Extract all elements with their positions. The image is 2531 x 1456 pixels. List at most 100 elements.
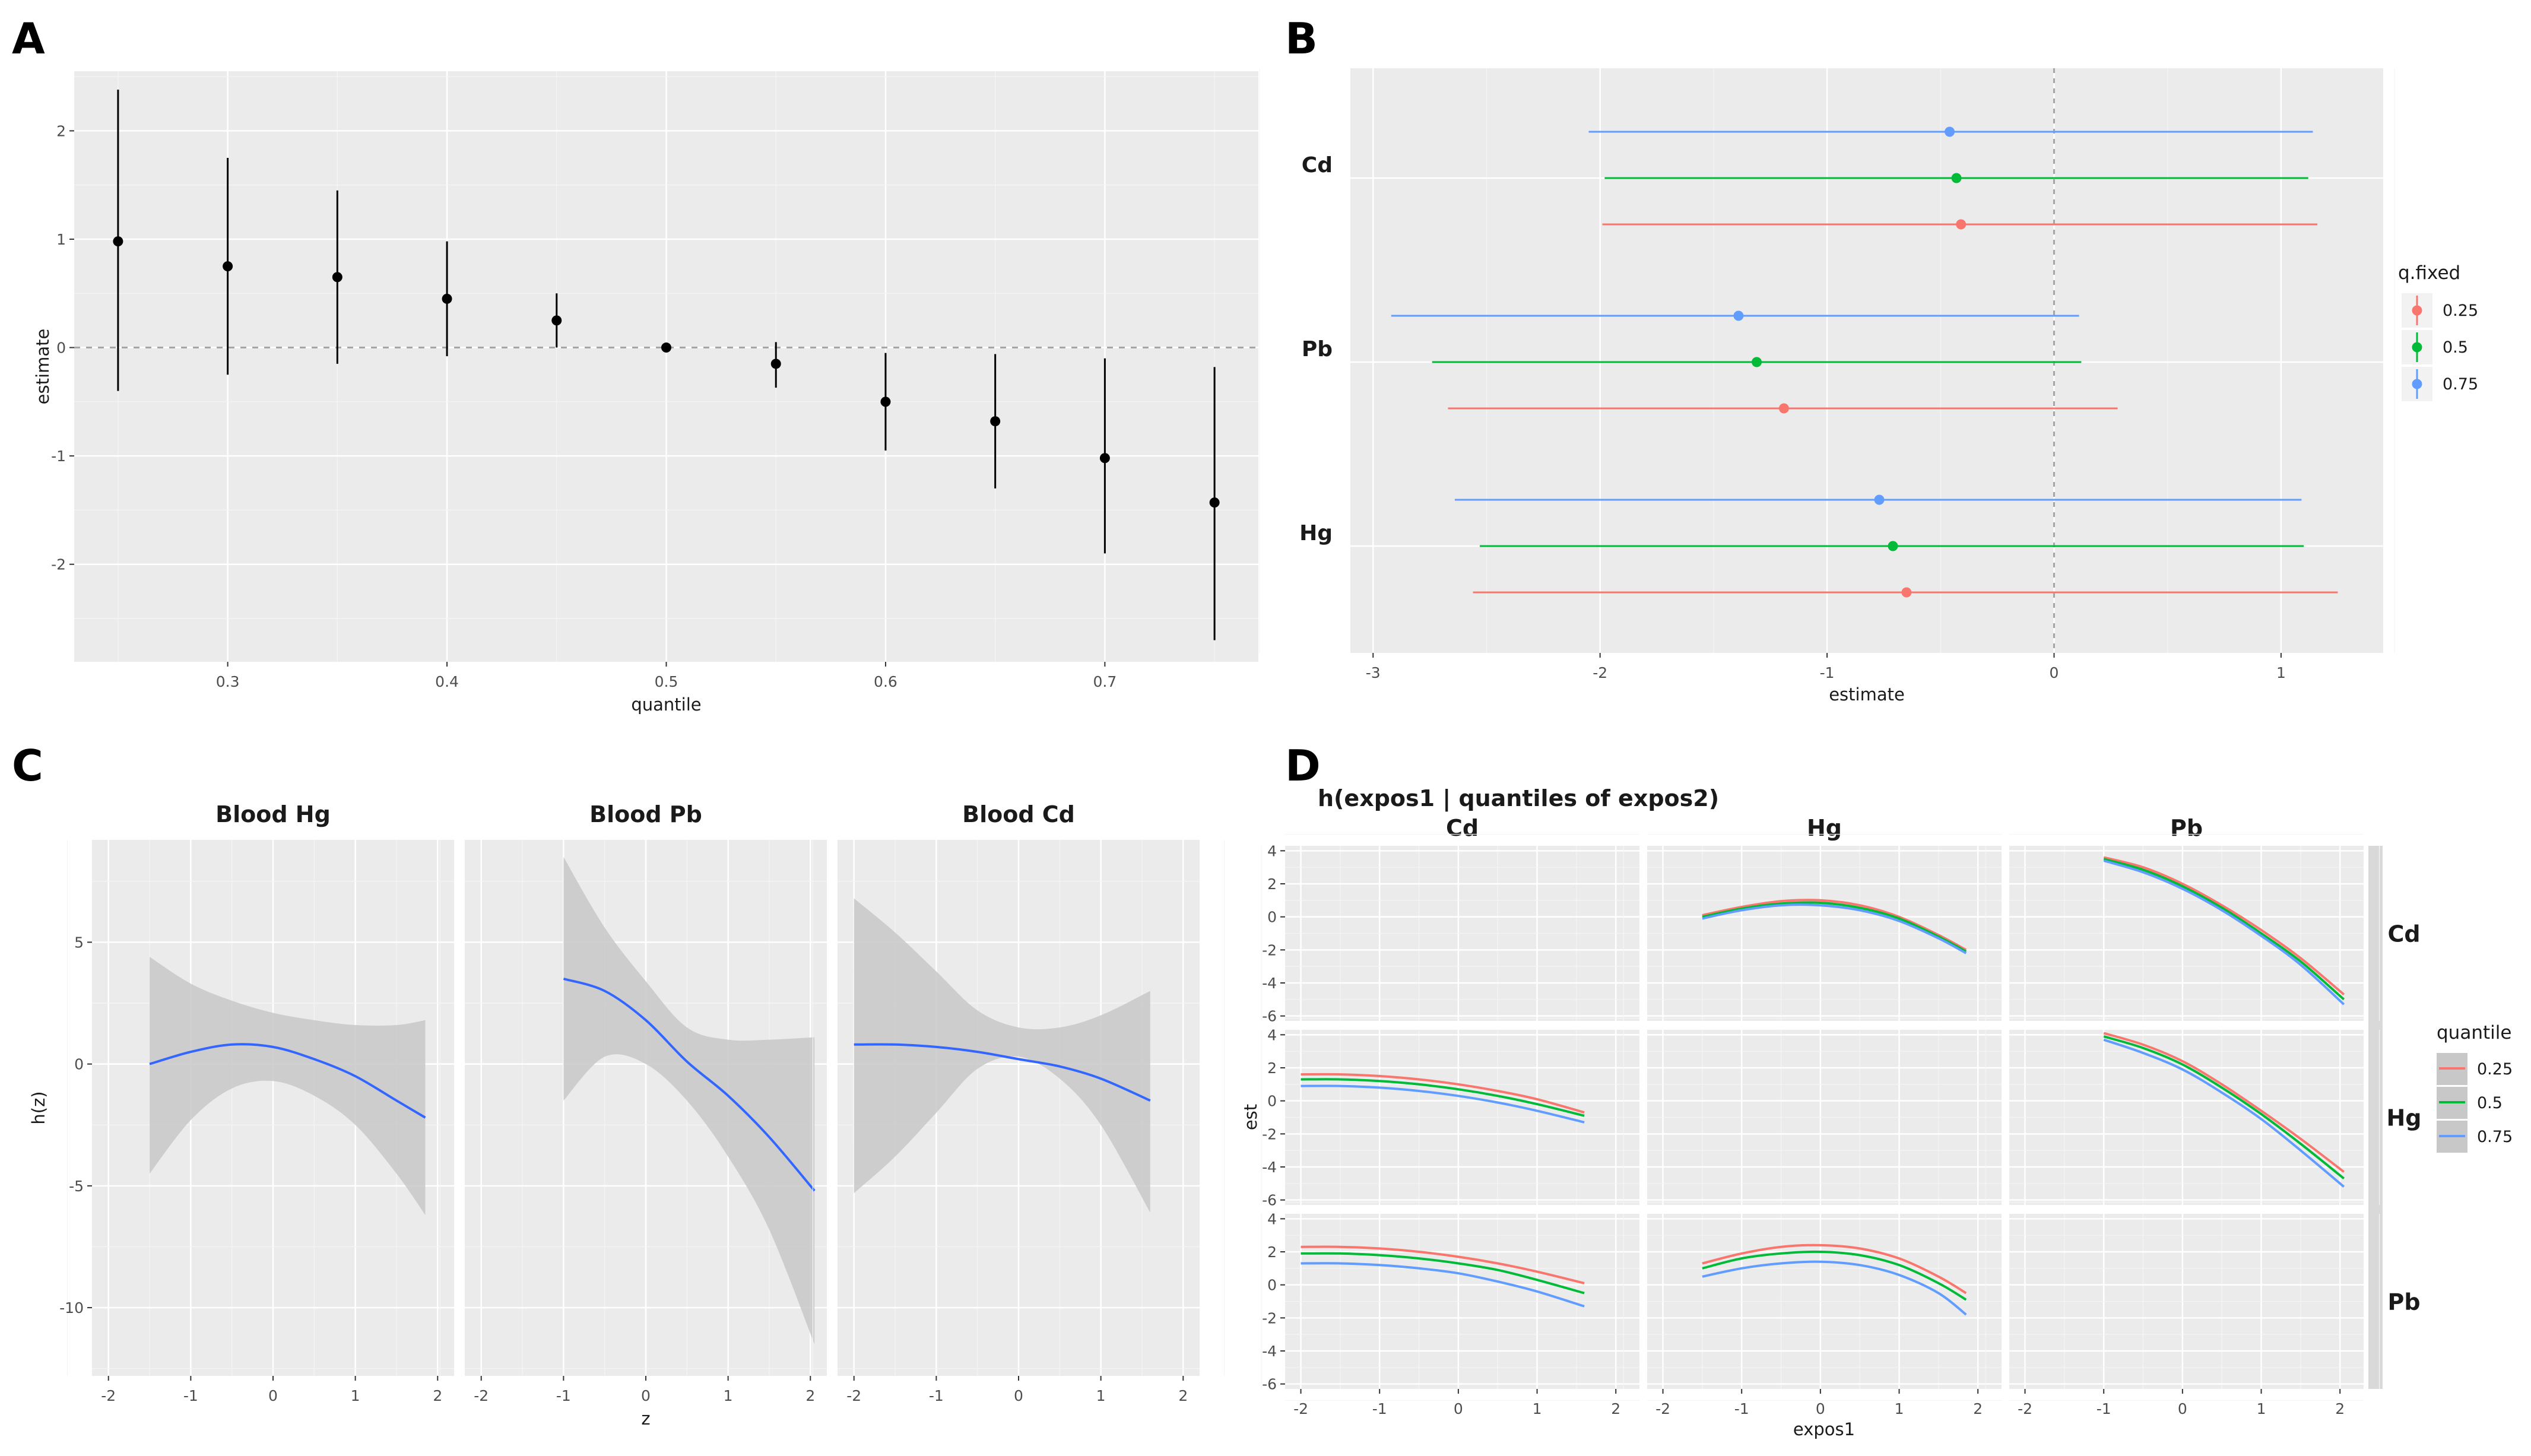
panel-d-y-tick-label: -4 xyxy=(1262,1159,1277,1176)
panel-b-point xyxy=(1888,541,1898,551)
panel-c-x-tick-label: 0 xyxy=(641,1387,651,1404)
panel-c-x-tick-label: 1 xyxy=(1096,1387,1106,1404)
panel-d-title: h(expos1 | quantiles of expos2) xyxy=(1318,785,1719,812)
panel-d-x-tick-label: 1 xyxy=(1895,1400,1904,1417)
panel-b-legend-key-point xyxy=(2412,305,2422,316)
panel-a-x-tick-label: 0.6 xyxy=(874,673,897,690)
panel-b-legend-label: 0.75 xyxy=(2443,375,2478,394)
panel-c-y-tick-label: 5 xyxy=(74,934,84,951)
panel-a-point xyxy=(442,293,452,304)
panel-c-x-tick-label: 1 xyxy=(724,1387,733,1404)
panel-c-y-axis-title: h(z) xyxy=(28,1091,49,1124)
panel-c-x-tick-label: -2 xyxy=(101,1387,116,1404)
panel-a-point xyxy=(770,359,781,369)
panel-d-x-tick-label: -2 xyxy=(1293,1400,1308,1417)
panel-c-x-tick-label: -1 xyxy=(183,1387,198,1404)
panel-a-point xyxy=(880,396,891,407)
panel-c-x-tick-label: -1 xyxy=(929,1387,944,1404)
panel-d-y-tick-label: 0 xyxy=(1267,909,1277,926)
panel-d-y-tick-label: -6 xyxy=(1262,1008,1277,1025)
panel-d-x-tick-label: 0 xyxy=(1454,1400,1463,1417)
panel-a-y-tick-label: 2 xyxy=(56,122,66,139)
panel-a-point xyxy=(1099,453,1110,464)
panel-d-quantile-line xyxy=(1301,1245,1585,1284)
panel-b-x-tick-label: 1 xyxy=(2276,664,2286,681)
panel-c-confidence-ribbon xyxy=(563,857,815,1344)
panel-d-x-tick-label: -1 xyxy=(1372,1400,1387,1417)
panel-d-legend-label: 0.75 xyxy=(2477,1128,2513,1146)
panel-c-confidence-ribbon xyxy=(150,957,426,1216)
panel-a-point xyxy=(223,261,233,272)
panel-d-quantile-line xyxy=(1702,1260,1967,1316)
panel-c-x-tick-label: -2 xyxy=(474,1387,489,1404)
panel-c-x-tick-label: 2 xyxy=(1178,1387,1188,1404)
panel-a-point xyxy=(1209,497,1220,508)
panel-c-y-tick-label: 0 xyxy=(74,1056,84,1073)
panel-c-fitted-line xyxy=(854,1043,1151,1102)
panel-a-point xyxy=(332,272,342,283)
panel-d-quantile-line xyxy=(2103,859,2345,1005)
panel-d-column-strip: Pb xyxy=(2170,815,2203,841)
panel-b-category-label: Hg xyxy=(1299,521,1333,545)
panel-a-y-tick-label: -2 xyxy=(51,556,66,573)
panel-c-x-tick-label: 2 xyxy=(805,1387,815,1404)
panel-a-y-tick-label: -1 xyxy=(51,448,66,465)
panel-c-x-axis-title: z xyxy=(641,1409,650,1429)
panel-b-point xyxy=(1951,173,1962,183)
panel-d-row-strip: Hg xyxy=(2386,1105,2421,1131)
panel-d-y-tick-label: 0 xyxy=(1267,1277,1277,1294)
panel-d-y-tick-label: -6 xyxy=(1262,1192,1277,1209)
panel-d-y-tick-label: 2 xyxy=(1267,1060,1277,1077)
panel-b-legend-label: 0.25 xyxy=(2443,302,2478,320)
panel-b-legend-title: q.fixed xyxy=(2398,262,2460,284)
panel-letter-c: C xyxy=(12,741,43,791)
panel-d-y-tick-label: 4 xyxy=(1267,1026,1277,1043)
panel-c-x-tick-label: 1 xyxy=(351,1387,360,1404)
panel-a-x-tick-label: 0.7 xyxy=(1093,673,1117,690)
panel-a-x-axis-title: quantile xyxy=(631,694,701,715)
panel-d-quantile-line xyxy=(2103,1038,2345,1188)
panel-b-x-tick-label: -1 xyxy=(1820,664,1835,681)
panel-d-row-strip: Cd xyxy=(2387,921,2420,947)
panel-d-quantile-line xyxy=(1301,1084,1585,1124)
panel-d-quantile-line xyxy=(1702,899,1967,951)
panel-b-x-tick-label: -3 xyxy=(1366,664,1381,681)
panel-c-facet-title: Blood Cd xyxy=(962,801,1075,827)
panel-b-x-axis-title: estimate xyxy=(1829,684,1905,705)
panel-c-x-tick-label: 0 xyxy=(268,1387,278,1404)
panel-a-point xyxy=(551,315,562,326)
panel-letter-d: D xyxy=(1285,741,1321,791)
panel-d-x-tick-label: 2 xyxy=(1611,1400,1620,1417)
panel-letter-b: B xyxy=(1285,14,1318,64)
panel-d-quantile-line xyxy=(1702,901,1967,953)
panel-b-point xyxy=(1778,403,1789,414)
panel-a-y-tick-label: 0 xyxy=(56,340,66,357)
panel-d-quantile-line xyxy=(1702,1250,1967,1301)
panel-a-point xyxy=(990,416,1001,427)
panel-d-row-strip: Pb xyxy=(2387,1289,2420,1315)
panel-d-x-tick-label: -2 xyxy=(1655,1400,1670,1417)
panel-d-x-tick-label: -1 xyxy=(1734,1400,1749,1417)
panel-d-x-tick-label: 1 xyxy=(2257,1400,2266,1417)
panel-d-quantile-line xyxy=(2103,858,2345,1001)
panel-d-x-tick-label: 1 xyxy=(1533,1400,1542,1417)
panel-c-facet-title: Blood Pb xyxy=(589,801,702,827)
panel-d-x-tick-label: -2 xyxy=(2018,1400,2032,1417)
panel-d-legend-label: 0.25 xyxy=(2477,1060,2513,1078)
panel-a-point xyxy=(661,342,671,353)
panel-letter-a: A xyxy=(12,14,45,64)
panel-d-quantile-line xyxy=(1301,1252,1585,1295)
panel-d-legend-title: quantile xyxy=(2437,1022,2511,1043)
panel-d-quantile-line xyxy=(2103,1035,2345,1180)
panel-d-column-strip: Cd xyxy=(1446,815,1479,841)
panel-d-legend-label: 0.5 xyxy=(2477,1094,2503,1112)
panel-b-point xyxy=(1874,494,1885,505)
panel-d-y-tick-label: -6 xyxy=(1262,1376,1277,1393)
panel-d-quantile-line xyxy=(2103,856,2345,996)
panel-c-x-tick-label: 2 xyxy=(433,1387,442,1404)
panel-d-y-axis-title: est xyxy=(1241,1104,1261,1130)
panel-c-x-tick-label: -2 xyxy=(846,1387,861,1404)
panel-d-y-tick-label: 4 xyxy=(1267,1210,1277,1227)
